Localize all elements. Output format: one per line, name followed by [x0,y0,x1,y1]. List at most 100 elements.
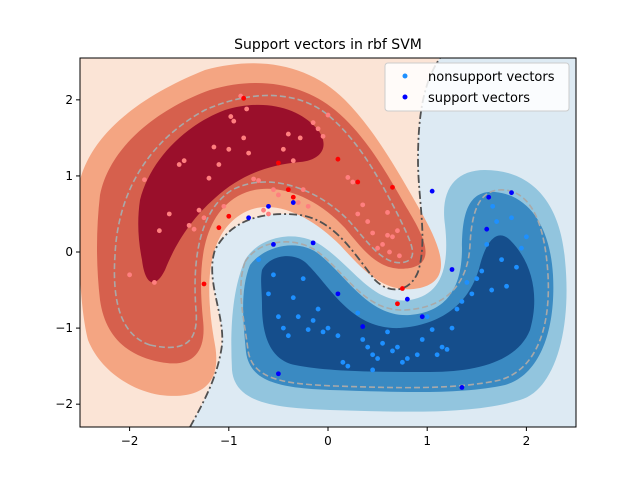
nonsupport-point-red [156,228,162,234]
nonsupport-point-red [216,162,222,167]
x-axis: −2 −1 0 1 2 [121,427,530,448]
nonsupport-point-red [310,120,316,126]
nonsupport-point-red [191,226,197,232]
support-point-red [335,156,341,162]
nonsupport-point-blue [434,352,440,358]
points-layer [127,93,529,390]
nonsupport-point-blue [360,337,366,342]
x-tick-label: 0 [324,434,332,448]
nonsupport-point-red [231,118,237,124]
support-point-red [276,160,281,166]
contour-level-blue-3 [261,235,535,372]
nonsupport-point-red [206,175,212,181]
nonsupport-point-red [385,232,390,238]
nonsupport-point-blue [524,234,529,240]
nonsupport-point-blue [290,295,296,301]
nonsupport-point-red [241,135,247,141]
nonsupport-point-red [355,211,361,217]
nonsupport-point-red [390,234,395,240]
nonsupport-point-blue [395,344,400,350]
nonsupport-point-red [196,207,202,213]
nonsupport-point-red [201,215,207,221]
nonsupport-point-blue [385,329,390,335]
nonsupport-point-blue [266,291,271,297]
nonsupport-point-blue [295,314,301,320]
y-tick-label: 1 [65,169,73,183]
support-point-blue [266,203,271,209]
nonsupport-point-red [290,158,296,164]
nonsupport-point-red [142,177,147,183]
nonsupport-point-red [345,175,351,180]
nonsupport-point-red [350,179,356,185]
nonsupport-point-blue [390,348,395,354]
nonsupport-point-blue [320,329,326,335]
legend-label-support: support vectors [428,91,530,106]
nonsupport-point-blue [271,272,276,278]
nonsupport-point-blue [285,333,291,339]
nonsupport-point-red [211,144,217,150]
support-point-red [290,194,296,200]
nonsupport-point-blue [474,276,480,282]
support-point-blue [509,190,514,196]
nonsupport-point-blue [340,359,346,365]
nonsupport-point-red [285,131,291,137]
nonsupport-point-blue [370,367,376,373]
nonsupport-point-blue [499,257,504,263]
nonsupport-point-red [228,114,234,119]
nonsupport-point-red [261,207,266,213]
nonsupport-point-blue [300,276,306,282]
nonsupport-point-red [246,150,252,156]
nonsupport-point-blue [429,327,435,333]
support-point-red [201,281,207,287]
nonsupport-point-blue [400,359,405,365]
nonsupport-point-red [266,211,271,217]
support-point-blue [484,226,490,232]
support-point-blue [276,371,281,377]
support-point-red [400,286,405,291]
nonsupport-point-red [375,245,380,251]
nonsupport-point-blue [315,306,321,312]
nonsupport-point-blue [484,242,490,247]
nonsupport-point-blue [276,314,281,320]
nonsupport-point-blue [256,257,261,263]
nonsupport-point-blue [489,287,495,293]
nonsupport-point-blue [419,337,425,342]
nonsupport-point-red [380,242,385,247]
nonsupport-point-blue [424,314,430,320]
nonsupport-point-blue [365,344,371,350]
support-point-red [216,225,222,231]
nonsupport-point-red [385,210,390,215]
y-tick-label: −2 [55,397,73,411]
nonsupport-point-red [305,203,311,209]
nonsupport-point-blue [519,245,524,251]
nonsupport-point-red [166,211,172,217]
nonsupport-point-blue [355,310,361,316]
nonsupport-point-red [295,200,301,205]
support-point-blue [335,291,341,297]
nonsupport-point-red [256,178,261,183]
nonsupport-point-red [320,133,326,139]
x-tick-label: −1 [220,434,238,448]
support-point-blue [459,385,465,390]
support-point-blue [429,188,435,194]
nonsupport-point-red [297,135,303,141]
nonsupport-point-red [186,222,192,228]
nonsupport-point-red [176,162,182,167]
support-point-blue [271,242,276,247]
nonsupport-point-blue [479,268,485,274]
nonsupport-point-blue [370,352,376,358]
support-point-blue [486,194,492,200]
nonsupport-point-blue [310,318,316,323]
nonsupport-point-blue [439,344,445,350]
decision-boundary [189,58,441,427]
support-point-red [390,184,395,190]
nonsupport-point-red [251,176,256,182]
y-tick-label: 0 [65,245,73,259]
nonsupport-point-red [387,249,392,255]
y-axis: −2 −1 0 1 2 [55,93,80,411]
plot-area [80,58,576,427]
nonsupport-point-blue [305,327,311,333]
chart-title: Support vectors in rbf SVM [234,37,422,53]
nonsupport-point-blue [325,325,331,331]
nonsupport-point-blue [345,363,351,369]
